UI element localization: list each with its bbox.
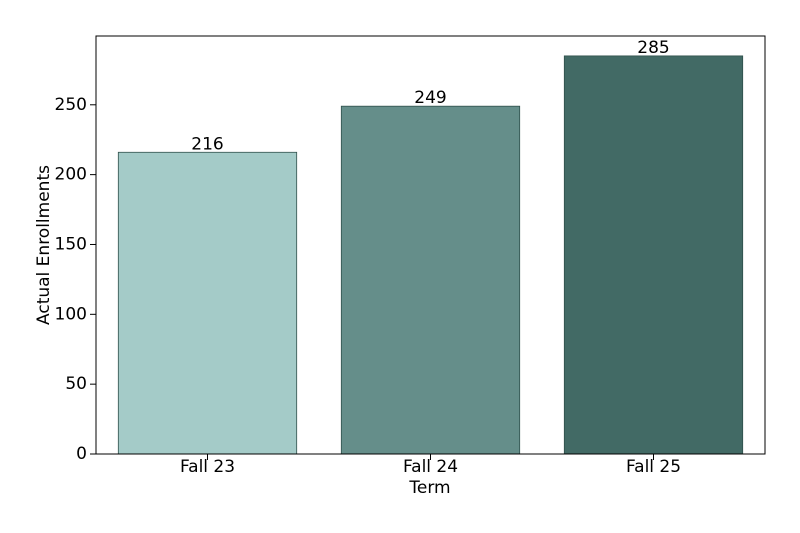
bar [117, 151, 298, 455]
y-axis-label: Actual Enrollments [34, 165, 54, 325]
x-tick-label: Fall 23 [180, 457, 235, 477]
bar [340, 105, 521, 455]
data-label: 216 [191, 134, 223, 154]
y-tick-label: 150 [55, 234, 87, 254]
y-tick-label: 100 [55, 304, 87, 324]
bar [563, 55, 744, 455]
x-tick-label: Fall 25 [626, 457, 681, 477]
y-tick-label: 250 [55, 95, 87, 115]
y-tick-label: 50 [65, 374, 87, 394]
data-label: 249 [414, 88, 446, 108]
plot-frame [95, 35, 766, 455]
data-label: 285 [637, 38, 669, 58]
y-tick-label: 200 [55, 165, 87, 185]
x-axis-label: Term [408, 478, 450, 498]
y-tick-label: 0 [76, 444, 87, 464]
x-tick-label: Fall 24 [403, 457, 458, 477]
